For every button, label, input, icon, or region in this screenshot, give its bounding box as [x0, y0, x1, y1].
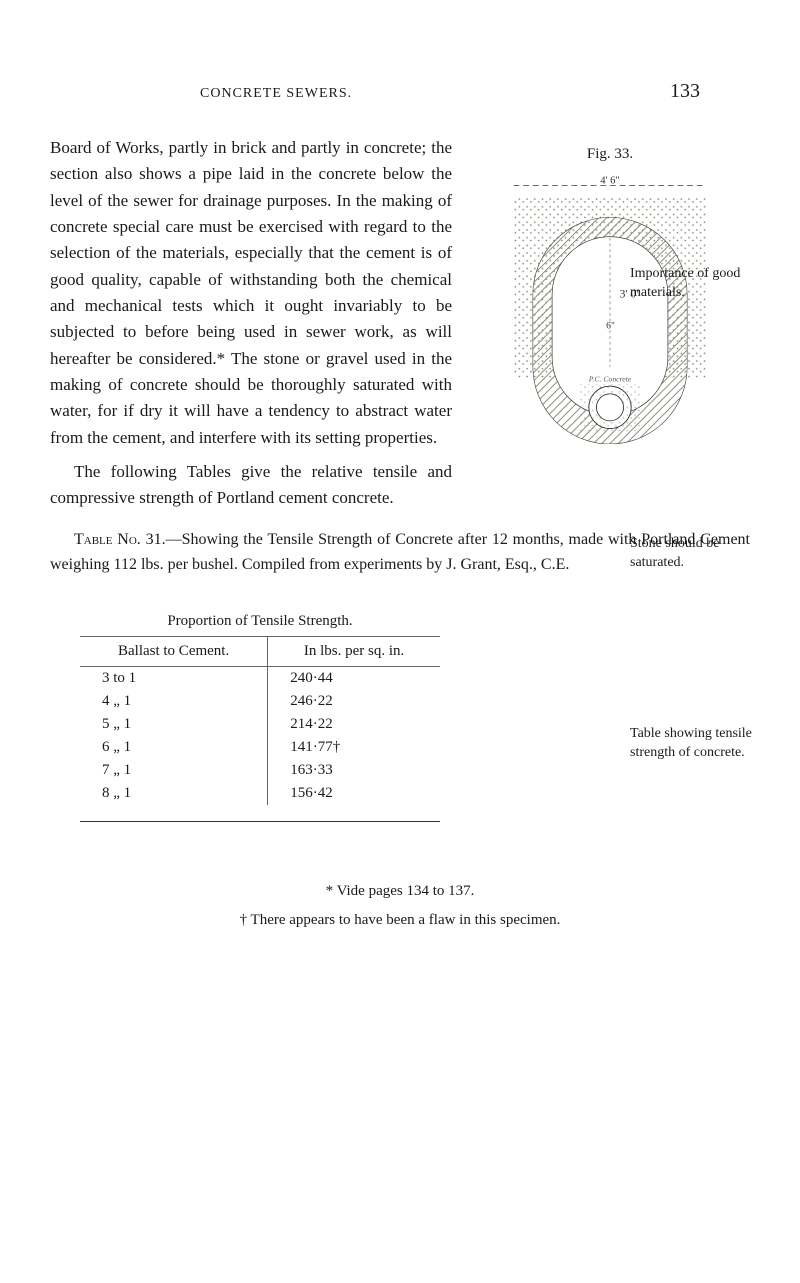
page-number: 133 — [670, 80, 700, 103]
footnote-flaw: † There appears to have been a flaw in t… — [50, 906, 750, 935]
table-row: 5 „ 1214·22 — [80, 713, 440, 736]
fig-concrete-label: P.C. Concrete — [588, 375, 632, 384]
margin-note-materials: Importance of good materials. — [630, 265, 760, 303]
table-body: 3 to 1240·44 4 „ 1246·22 5 „ 1214·22 6 „… — [80, 667, 440, 806]
table-row: 7 „ 1163·33 — [80, 759, 440, 782]
running-head: CONCRETE SEWERS. — [200, 86, 352, 102]
col-head-ballast: Ballast to Cement. — [80, 637, 268, 667]
col-head-lbs: In lbs. per sq. in. — [268, 637, 440, 667]
table-rule — [80, 821, 440, 822]
margin-note-table: Table showing tensile strength of concre… — [630, 725, 760, 763]
table-row: 3 to 1240·44 — [80, 667, 440, 691]
main-content: Importance of good materials. Stone shou… — [50, 135, 750, 934]
body-text-block: Fig. 33. 4' 6" — [50, 135, 750, 512]
table-row: 8 „ 1156·42 — [80, 782, 440, 805]
sewer-diagram-icon: 4' 6" 3' 0" 6" P.C. Concrete — [490, 174, 730, 444]
figure-label: Fig. 33. — [470, 143, 750, 166]
paragraph-2: The following Tables give the relative t… — [50, 459, 750, 512]
margin-note-saturated: Stone should be saturated. — [630, 535, 760, 573]
footnote-vide: * Vide pages 134 to 137. — [50, 877, 750, 906]
table-number: Table No. 31. — [74, 531, 166, 548]
tensile-strength-table: Proportion of Tensile Strength. Ballast … — [80, 607, 440, 822]
page-header: CONCRETE SEWERS. 133 — [50, 80, 750, 103]
table-caption: Proportion of Tensile Strength. — [80, 607, 440, 637]
table-row: 4 „ 1246·22 — [80, 690, 440, 713]
fig-inner-label: 6" — [606, 321, 615, 332]
footnotes: * Vide pages 134 to 137. † There appears… — [50, 877, 750, 934]
fig-width-label: 4' 6" — [600, 176, 619, 187]
table-row: 6 „ 1141·77† — [80, 736, 440, 759]
